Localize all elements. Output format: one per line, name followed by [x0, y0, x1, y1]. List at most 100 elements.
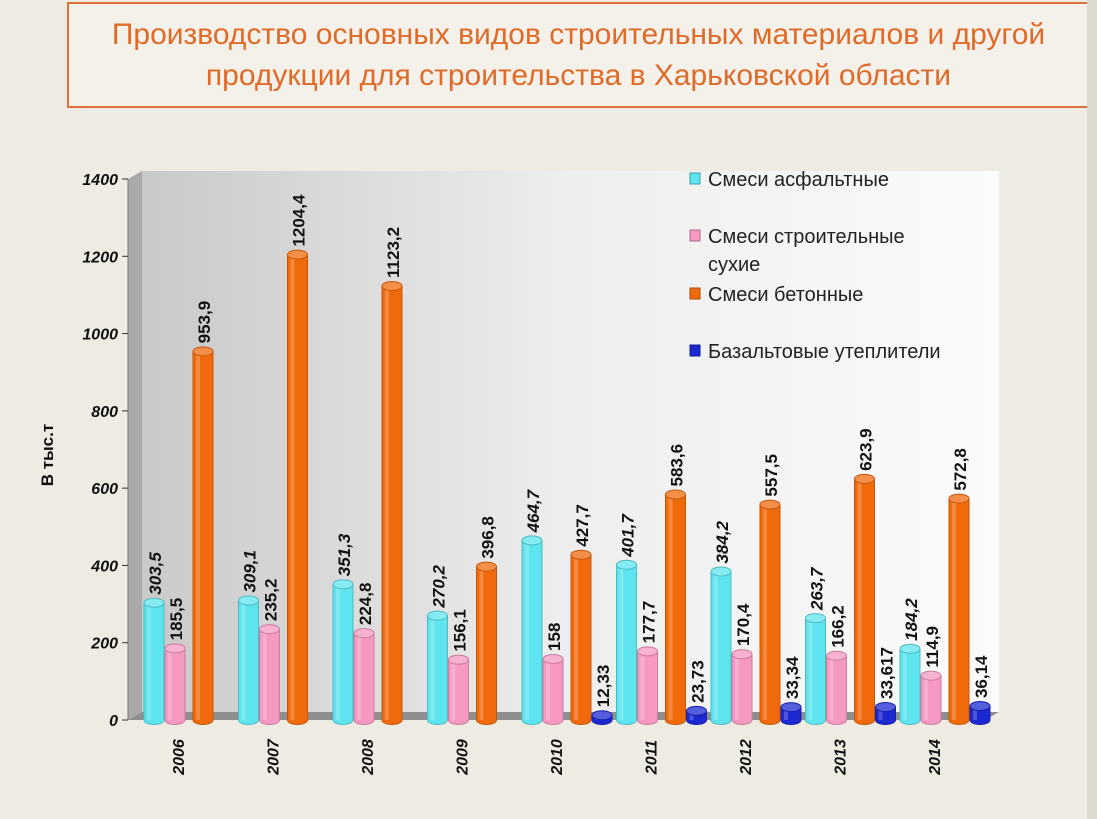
bar-смеси-строительные-сухие-2014 [920, 670, 942, 725]
data-label: 23,73 [689, 660, 708, 703]
data-label: 309,1 [241, 550, 260, 593]
x-tick-label: 2007 [266, 738, 283, 776]
bar-смеси-бетонные-2008 [381, 280, 403, 725]
bar-базальтовые-утеплители-2013 [875, 702, 896, 725]
y-tick-label: 400 [90, 558, 118, 575]
bar-смеси-бетонные-2006 [192, 346, 214, 725]
legend-item-1: Смеси асфальтные [689, 169, 889, 191]
bar-смеси-асфальтные-2007 [238, 595, 259, 725]
data-label: 185,5 [167, 598, 186, 641]
bar-базальтовые-утеплители-2014 [969, 701, 991, 725]
bar-смеси-бетонные-2007 [287, 249, 308, 725]
legend-label: Базальтовые утеплители [708, 341, 941, 363]
data-label: 1123,2 [384, 227, 403, 278]
data-label: 623,9 [857, 428, 876, 471]
data-label: 303,5 [146, 552, 165, 595]
x-tick-label: 2011 [644, 740, 661, 776]
data-label: 170,4 [734, 603, 753, 646]
bar-смеси-асфальтные-2010 [521, 535, 543, 725]
data-label: 464,7 [524, 488, 543, 533]
data-label: 953,9 [195, 301, 214, 344]
legend-swatch [689, 287, 701, 300]
data-label: 270,2 [430, 565, 449, 609]
data-label: 36,14 [972, 655, 991, 698]
bar-смеси-бетонные-2010 [570, 549, 592, 725]
data-label: 1204,4 [290, 194, 309, 247]
bar-базальтовые-утеплители-2012 [780, 702, 802, 725]
legend-swatch [689, 172, 701, 185]
bar-смеси-бетонные-2013 [854, 473, 875, 725]
y-tick-label: 600 [91, 481, 118, 498]
slide-edge [1087, 0, 1097, 819]
data-label: 184,2 [902, 598, 921, 641]
data-label: 177,7 [640, 601, 659, 644]
data-label: 158 [545, 623, 564, 651]
bar-смеси-строительные-сухие-2010 [542, 653, 564, 725]
bar-смеси-асфальтные-2012 [710, 566, 732, 725]
legend-item-4: Базальтовые утеплители [689, 341, 941, 363]
bar-смеси-бетонные-2011 [665, 489, 686, 725]
data-label: 572,8 [951, 448, 970, 491]
bar-смеси-асфальтные-2013 [805, 613, 826, 725]
bar-базальтовые-утеплители-2011 [686, 705, 707, 725]
legend-label: Смеси асфальтные [708, 169, 889, 191]
y-tick-label: 200 [90, 636, 118, 653]
data-label: 235,2 [262, 579, 281, 622]
legend-label: сухие [708, 254, 760, 276]
x-tick-label: 2008 [360, 739, 377, 776]
data-label: 12,33 [594, 665, 613, 708]
data-label: 401,7 [619, 513, 638, 558]
data-label: 33,34 [783, 656, 802, 699]
bar-смеси-строительные-сухие-2008 [353, 628, 375, 725]
y-tick-label: 1200 [82, 249, 118, 266]
bar-смеси-асфальтные-2006 [143, 597, 165, 725]
title-box: Производство основных видов строительных… [67, 2, 1090, 108]
x-tick-label: 2009 [455, 739, 472, 776]
bar-смеси-бетонные-2012 [759, 499, 781, 725]
bar-смеси-асфальтные-2014 [899, 643, 921, 725]
data-label: 384,2 [713, 520, 732, 563]
x-tick-label: 2012 [738, 739, 755, 776]
bar-смеси-строительные-сухие-2006 [164, 643, 186, 725]
data-label: 33,617 [878, 647, 897, 699]
legend-item-3: Смеси бетонные [689, 284, 863, 306]
bar-смеси-асфальтные-2011 [616, 559, 637, 725]
data-label: 427,7 [573, 504, 592, 547]
data-label: 114,9 [923, 626, 942, 668]
data-label: 224,8 [356, 583, 375, 626]
plot-back-wall [142, 171, 999, 712]
legend-swatch [689, 229, 701, 242]
legend-swatch [689, 344, 701, 357]
x-tick-label: 2014 [927, 739, 944, 776]
data-label: 583,6 [668, 444, 687, 487]
y-axis-label: В тыс.т [38, 424, 57, 486]
bar-смеси-строительные-сухие-2013 [826, 650, 847, 725]
y-tick-label: 1400 [82, 172, 118, 189]
x-tick-label: 2013 [833, 739, 850, 776]
data-label: 351,3 [335, 533, 354, 576]
legend-item-2: Смеси строительные сухие [689, 226, 905, 276]
bar-базальтовые-утеплители-2010 [591, 710, 613, 725]
bar-смеси-асфальтные-2009 [427, 610, 448, 725]
chart-title: Производство основных видов строительных… [111, 18, 1046, 92]
y-tick-label: 800 [91, 404, 118, 421]
plot-side-wall [128, 171, 142, 720]
bar-смеси-бетонные-2014 [948, 493, 970, 725]
y-tick-label: 0 [109, 713, 118, 730]
bar-смеси-строительные-сухие-2011 [637, 646, 658, 725]
legend-label: Смеси строительные [708, 226, 905, 248]
bar-смеси-бетонные-2009 [476, 561, 497, 725]
data-label: 557,5 [762, 454, 781, 497]
data-label: 166,2 [829, 605, 848, 648]
legend-label: Смеси бетонные [708, 284, 863, 306]
y-tick-label: 1000 [82, 327, 118, 344]
x-tick-label: 2010 [549, 739, 566, 776]
data-label: 263,7 [808, 566, 827, 611]
data-label: 396,8 [479, 516, 498, 559]
bar-смеси-строительные-сухие-2009 [448, 654, 469, 725]
x-tick-label: 2006 [171, 739, 188, 776]
bar-смеси-строительные-сухие-2012 [731, 649, 753, 725]
data-label: 156,1 [451, 609, 470, 652]
bar-смеси-строительные-сухие-2007 [259, 624, 280, 725]
